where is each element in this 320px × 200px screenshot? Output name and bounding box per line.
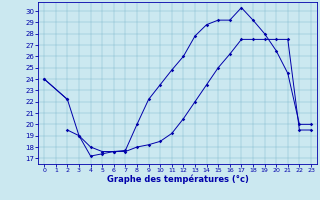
X-axis label: Graphe des températures (°c): Graphe des températures (°c) [107,175,249,184]
